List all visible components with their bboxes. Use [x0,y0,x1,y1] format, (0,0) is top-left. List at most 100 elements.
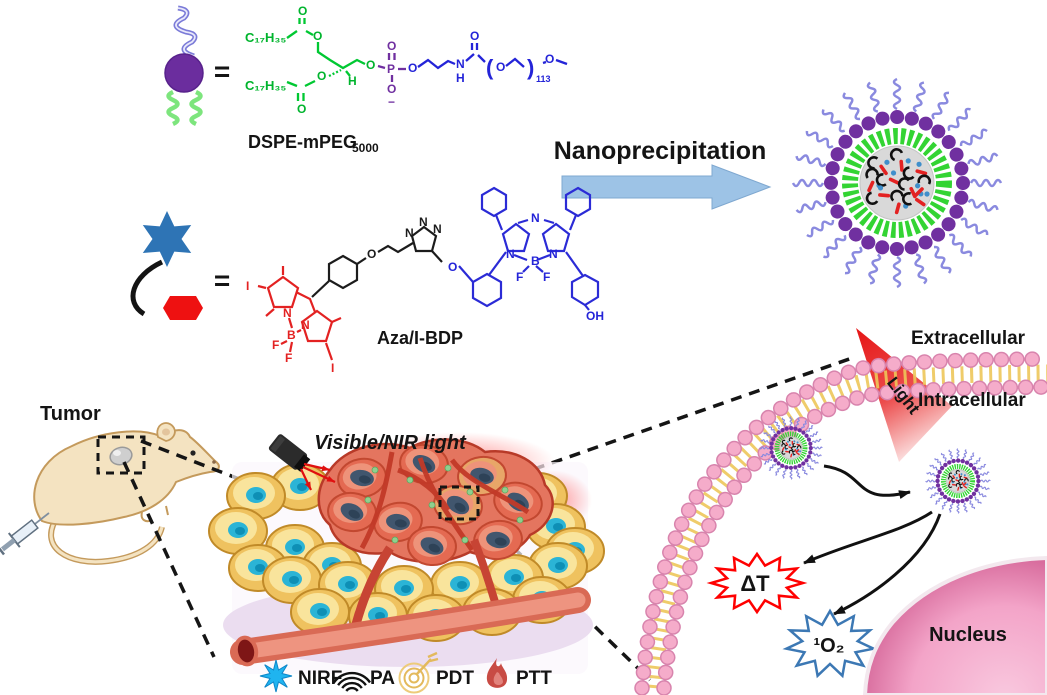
nirf-burst-icon [259,659,293,693]
tumor-cell [327,491,377,533]
azabdp-chemical-structure: I I N N B F F O N N N [246,186,604,375]
svg-text:O: O [297,102,306,116]
light-source-label: Visible/NIR light [314,432,467,454]
dspe-polymer-unit-icon [164,5,204,127]
lipid-head-icon [164,53,204,93]
nanoprecipitation-label: Nanoprecipitation [554,137,767,165]
heat-label: ΔT [740,571,770,596]
alkyl-chain-label: C₁₇H₃₅ [245,30,286,45]
svg-text:N: N [405,226,414,240]
pa-waves-icon [333,671,371,692]
svg-text:O: O [448,260,457,274]
svg-text:N: N [283,306,292,320]
svg-text:O: O [545,52,554,66]
svg-text:O: O [313,29,322,43]
pdt-target-icon [398,651,439,694]
granule-dots [364,464,524,544]
ptt-flame-icon [486,658,508,688]
equals-sign: = [214,56,230,87]
modality-legend: NIRF PA PDT PTT [259,651,552,694]
dspe-label-subscript: 5000 [352,141,379,155]
svg-text:O: O [387,39,396,53]
linker-chain-icon [130,259,164,317]
peg-repeat-count: 113 [536,74,551,84]
equals-sign: = [214,265,230,296]
tumor-cell [337,457,387,499]
azabdp-label: Aza/I-BDP [377,328,463,348]
red-hexagon-icon [163,296,203,320]
svg-text:O: O [496,60,505,74]
tumor-cell [407,525,457,567]
svg-text:O: O [470,29,479,43]
legend-label-pdt: PDT [436,668,474,689]
svg-text:O: O [367,247,376,261]
dspe-label: DSPE-mPEG [248,132,357,152]
mouse-illustration [33,422,220,565]
svg-text:N: N [456,57,465,71]
extracellular-label: Extracellular [911,328,1026,349]
svg-text:(: ( [486,55,494,80]
svg-text:B: B [287,328,296,342]
svg-text:O: O [366,58,375,72]
tumor-tissue-illustration [208,432,605,674]
singlet-oxygen-label: ¹O₂ [813,635,844,657]
svg-text:N: N [301,318,310,332]
iodine-atom: I [331,361,334,375]
svg-text:N: N [549,247,558,261]
process-arrows [803,464,942,616]
vessel-lumen [233,635,259,667]
svg-text:N: N [506,247,515,261]
legend-label-ptt: PTT [516,668,552,689]
tumor-zoom-box [96,435,146,475]
healthy-cell [290,588,350,636]
process-arrow-icon [561,164,772,210]
lipid-tail-icon [189,89,203,127]
svg-text:O: O [298,4,307,18]
nucleus-shape [862,555,1047,695]
dspe-chemical-structure: C₁₇H₃₅ C₁₇H₃₅ O O O O H O P O O − O N [245,4,568,116]
svg-text:): ) [527,55,534,80]
svg-text:O: O [317,69,326,83]
phosphorus-atom: P [387,62,395,76]
svg-text:F: F [272,338,279,352]
lipid-tails [644,364,1047,689]
lipid-tail-icon [166,89,180,127]
blue-star-icon [142,211,192,267]
svg-text:B: B [531,254,540,268]
syringe-icon [0,512,50,556]
tissue-zoom-box [438,485,480,521]
mouse-eye [190,450,196,456]
micelle-nanoparticle-small [925,448,991,514]
tumor-label: Tumor [40,403,101,425]
micelle-nanoparticle-large [791,77,1003,289]
svg-text:N: N [419,215,428,229]
svg-text:F: F [516,270,523,284]
heat-burst-icon [706,551,808,615]
iodine-atom: I [246,279,249,293]
singlet-oxygen-burst-icon [782,608,878,679]
tumor-vessels [359,451,530,552]
svg-text:N: N [531,211,540,225]
svg-text:H: H [348,74,357,88]
legend-label-pa: PA [370,668,395,689]
intracellular-label: Intracellular [918,390,1026,411]
legend-label-nirf: NIRF [298,668,342,689]
svg-text:F: F [543,270,550,284]
svg-text:−: − [388,95,395,109]
svg-text:N: N [433,222,442,236]
azabdp-dye-unit-icon [130,211,203,320]
laser-device-icon [268,434,311,472]
tumor-cell [473,519,523,561]
hydroxyl-group: OH [586,309,604,323]
svg-text:H: H [456,71,465,85]
svg-text:O: O [408,61,417,75]
nucleus-label: Nucleus [929,624,1007,646]
svg-text:F: F [285,351,292,365]
healthy-cell [208,507,268,555]
mouse-nose [212,460,216,464]
mouse-body [33,429,220,526]
alkyl-chain-label: C₁₇H₃₅ [245,78,286,93]
svg-text:O: O [387,82,396,96]
